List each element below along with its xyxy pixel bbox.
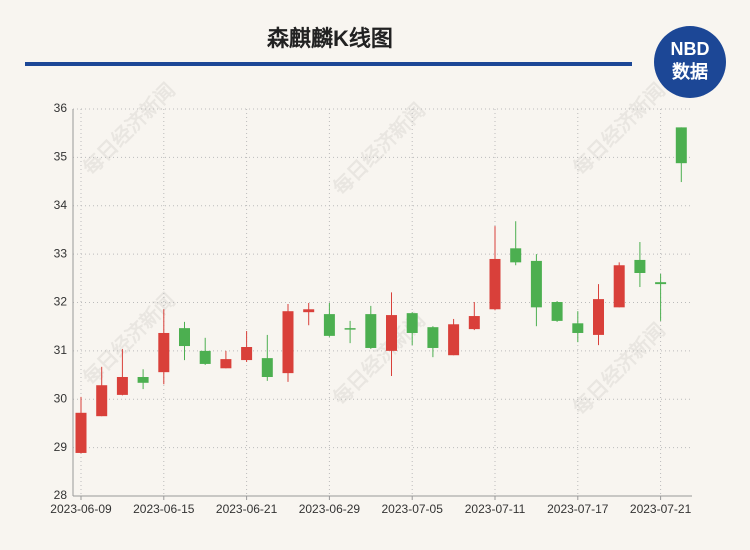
logo bbox=[654, 26, 726, 98]
candle-body bbox=[323, 314, 335, 336]
candle-body bbox=[344, 328, 356, 330]
y-tick-label: 30 bbox=[54, 391, 68, 405]
candle-body bbox=[220, 359, 232, 369]
candle-body bbox=[241, 347, 253, 361]
candle-body bbox=[365, 314, 377, 348]
candle-body bbox=[489, 258, 501, 310]
candle-body bbox=[510, 248, 522, 263]
y-tick-label: 32 bbox=[54, 295, 68, 309]
candle-body bbox=[199, 350, 211, 364]
candle-body bbox=[261, 358, 273, 377]
chart-title: 森麒麟K线图 bbox=[267, 26, 393, 51]
x-tick-label: 2023-07-05 bbox=[382, 502, 444, 516]
y-tick-label: 28 bbox=[54, 488, 68, 502]
x-tick-label: 2023-07-21 bbox=[630, 502, 692, 516]
candle-body bbox=[179, 328, 190, 347]
candle-body bbox=[282, 311, 294, 374]
candle-body bbox=[675, 127, 687, 164]
x-tick-label: 2023-06-09 bbox=[50, 502, 112, 516]
x-tick-label: 2023-07-11 bbox=[465, 502, 526, 516]
x-tick-label: 2023-06-29 bbox=[299, 502, 361, 516]
y-tick-label: 29 bbox=[54, 440, 68, 454]
candle-body bbox=[427, 327, 439, 348]
candle-body bbox=[613, 265, 625, 308]
candle-body bbox=[530, 260, 542, 308]
candle-body bbox=[655, 282, 667, 285]
x-tick-label: 2023-07-17 bbox=[547, 502, 609, 516]
candle-body bbox=[593, 299, 604, 335]
candle-body bbox=[158, 332, 170, 373]
title-rule bbox=[25, 62, 632, 66]
x-tick-label: 2023-06-21 bbox=[216, 502, 278, 516]
logo-bottom: 数据 bbox=[672, 61, 708, 82]
y-tick-label: 35 bbox=[54, 150, 68, 164]
y-tick-label: 36 bbox=[54, 101, 68, 115]
candle-body bbox=[96, 385, 108, 417]
candle-body bbox=[634, 259, 646, 273]
candle-body bbox=[406, 313, 418, 333]
candle-body bbox=[116, 376, 128, 395]
candle-body bbox=[572, 323, 584, 333]
candle-body bbox=[137, 376, 149, 383]
candle-body bbox=[303, 309, 315, 313]
y-tick-label: 31 bbox=[54, 343, 68, 357]
y-tick-label: 33 bbox=[54, 246, 68, 260]
candle-body bbox=[468, 316, 480, 330]
candle-body bbox=[448, 324, 460, 356]
candle-body bbox=[386, 315, 397, 351]
x-tick-label: 2023-06-15 bbox=[133, 502, 195, 516]
y-tick-label: 34 bbox=[54, 198, 68, 212]
logo-top: NBD bbox=[671, 39, 710, 59]
candle-body bbox=[551, 302, 563, 321]
candle-body bbox=[75, 412, 87, 453]
